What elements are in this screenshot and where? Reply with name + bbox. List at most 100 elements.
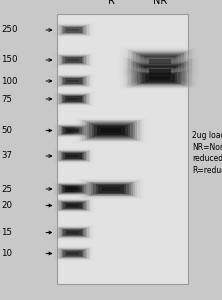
Bar	[62, 56, 84, 64]
Bar	[67, 58, 79, 61]
Bar	[98, 185, 124, 193]
Bar	[52, 23, 94, 37]
Bar	[50, 22, 97, 38]
Bar	[71, 116, 151, 145]
Bar	[80, 179, 142, 199]
Bar	[137, 71, 182, 85]
Bar	[67, 231, 79, 234]
Bar	[87, 182, 135, 196]
Text: 37: 37	[1, 152, 12, 160]
Bar	[54, 226, 93, 239]
Bar	[61, 95, 86, 103]
Bar	[52, 92, 94, 106]
Text: 15: 15	[1, 228, 12, 237]
Bar	[59, 25, 87, 35]
Bar	[115, 54, 205, 90]
Bar	[93, 184, 129, 194]
Bar	[61, 152, 86, 160]
Bar	[59, 94, 87, 104]
Bar	[65, 203, 82, 208]
Bar	[63, 78, 83, 84]
Bar	[132, 70, 187, 86]
Bar	[67, 98, 79, 100]
Bar	[128, 59, 192, 85]
Bar	[57, 75, 90, 87]
Bar	[63, 27, 83, 33]
Bar	[51, 52, 95, 68]
Bar	[50, 245, 97, 262]
Bar	[58, 227, 89, 238]
Bar	[120, 56, 199, 88]
Bar	[50, 122, 97, 139]
Bar	[54, 124, 93, 137]
Bar	[59, 55, 87, 65]
Bar	[65, 230, 82, 235]
Text: 50: 50	[1, 126, 12, 135]
Bar	[58, 248, 89, 259]
Bar	[61, 77, 86, 85]
Bar	[51, 225, 95, 240]
Bar	[61, 26, 86, 34]
Bar	[52, 246, 94, 261]
Bar	[120, 47, 199, 76]
Bar	[57, 14, 188, 284]
Bar	[123, 67, 197, 89]
Bar	[57, 200, 90, 211]
Bar	[139, 54, 181, 69]
Bar	[52, 198, 94, 213]
Bar	[55, 248, 91, 260]
Bar	[54, 247, 93, 260]
Bar	[89, 182, 133, 196]
Bar	[65, 57, 82, 63]
Bar	[55, 54, 91, 66]
Bar	[57, 125, 90, 136]
Bar	[54, 53, 93, 67]
Bar	[67, 129, 79, 132]
Bar	[50, 91, 97, 107]
Bar	[133, 61, 186, 82]
Bar	[94, 125, 128, 136]
Bar	[52, 123, 94, 138]
Bar	[67, 80, 79, 82]
Bar	[63, 57, 83, 63]
Bar	[50, 148, 97, 164]
Bar	[118, 55, 202, 89]
Bar	[59, 151, 87, 161]
Bar	[62, 202, 84, 209]
Text: 10: 10	[1, 249, 12, 258]
Bar	[63, 186, 83, 192]
Bar	[75, 118, 147, 143]
Bar	[58, 125, 89, 136]
Bar	[136, 63, 184, 81]
Bar	[62, 250, 84, 257]
Bar	[126, 58, 194, 85]
Bar	[52, 53, 94, 67]
Bar	[55, 200, 91, 211]
Bar	[149, 59, 171, 64]
Bar	[102, 187, 120, 191]
Bar	[97, 126, 125, 135]
Text: 100: 100	[1, 76, 18, 85]
Bar	[89, 123, 133, 138]
Bar	[62, 185, 84, 193]
Bar	[115, 45, 205, 78]
Bar	[67, 204, 79, 207]
Bar	[59, 76, 87, 86]
Bar	[82, 121, 140, 140]
Bar	[65, 153, 82, 159]
Text: 150: 150	[1, 56, 18, 64]
Bar	[144, 66, 176, 78]
Bar	[62, 26, 84, 34]
Bar	[85, 181, 137, 197]
Bar	[67, 28, 79, 31]
Bar	[139, 64, 181, 80]
Bar	[149, 76, 170, 80]
Bar	[57, 24, 90, 36]
Bar	[78, 179, 144, 199]
Bar	[65, 78, 82, 84]
Bar	[67, 155, 79, 157]
Text: NR: NR	[153, 0, 167, 6]
Bar	[80, 120, 142, 141]
Bar	[63, 127, 83, 134]
Bar	[91, 183, 131, 195]
